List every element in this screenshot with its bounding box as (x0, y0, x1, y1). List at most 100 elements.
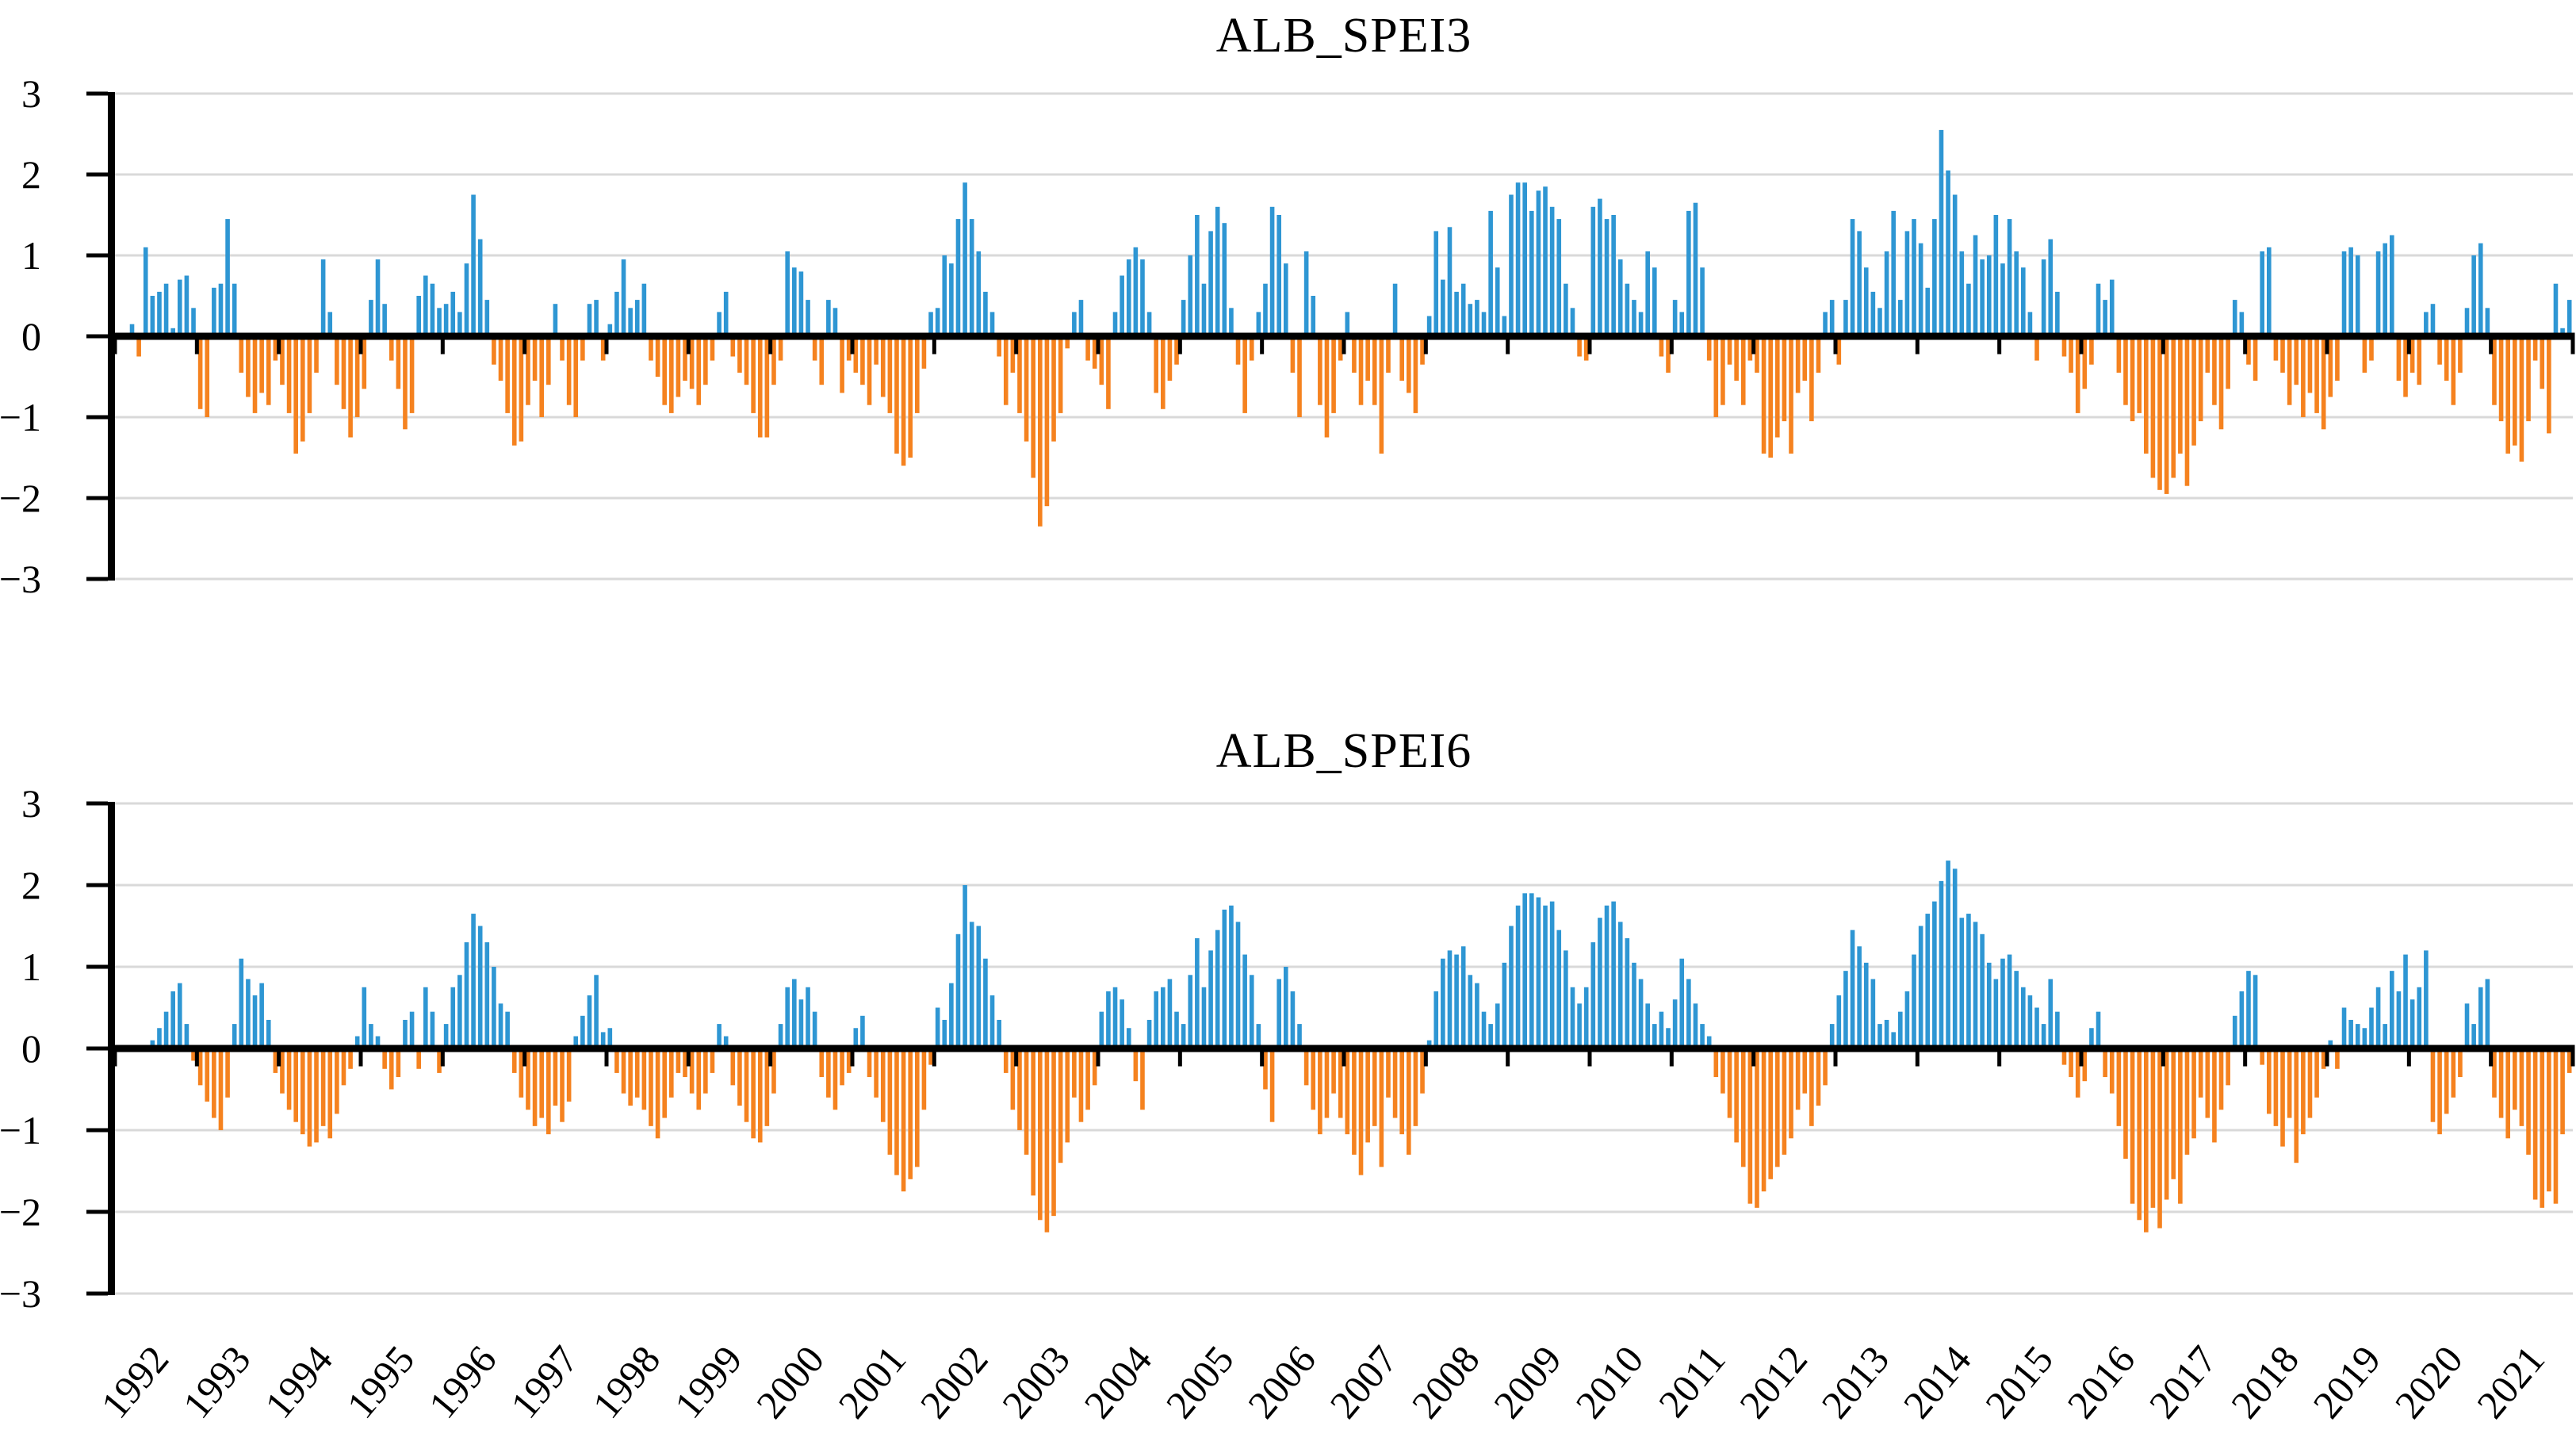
bar (484, 300, 490, 336)
bar (662, 1048, 667, 1118)
bar (1468, 304, 1473, 336)
bar (1017, 1048, 1022, 1130)
bar (348, 336, 353, 438)
bar (1556, 930, 1562, 1048)
bar (225, 1048, 230, 1098)
bar (1126, 1028, 1131, 1048)
bar (676, 336, 681, 397)
bar (1058, 1048, 1063, 1163)
bar (2109, 1048, 2115, 1094)
bar (2348, 1019, 2353, 1048)
bar (2409, 336, 2415, 373)
bar (778, 336, 783, 361)
y-tick-label: −1 (0, 395, 41, 439)
bar (2089, 336, 2094, 365)
bar (2144, 1048, 2149, 1232)
bar (2369, 336, 2374, 361)
bar (1632, 962, 1636, 1048)
y-tick (86, 496, 108, 500)
year-tick (1342, 1045, 1346, 1067)
x-tick-label-2018: 2018 (2222, 1337, 2307, 1427)
year-tick (194, 332, 199, 355)
bar (2273, 336, 2279, 361)
bar (1598, 198, 1602, 336)
bar (785, 987, 790, 1048)
bar (2205, 1048, 2210, 1118)
bar (1652, 1024, 1657, 1048)
bar (2191, 336, 2196, 446)
bar (1768, 1048, 1773, 1179)
bar (197, 1048, 203, 1086)
bar (1966, 914, 1971, 1048)
bar (2287, 1048, 2292, 1118)
bar (2437, 1048, 2442, 1135)
bar (2383, 243, 2387, 336)
year-tick (2406, 332, 2411, 355)
bar (1986, 962, 1992, 1048)
bar (2157, 336, 2162, 490)
bar (2198, 336, 2203, 422)
bar (2321, 336, 2326, 430)
bar (908, 336, 913, 458)
bar (2464, 308, 2470, 336)
bar (232, 283, 237, 336)
bar (1775, 336, 1780, 438)
bar (2178, 336, 2183, 454)
bar (963, 182, 967, 336)
bar (2294, 1048, 2299, 1163)
bar (2061, 336, 2067, 357)
bar (1939, 880, 1944, 1048)
x-tick-label-1995: 1995 (338, 1337, 423, 1427)
bar (2335, 1048, 2340, 1069)
bar (792, 979, 797, 1048)
bar (1925, 287, 1931, 336)
bar (1420, 336, 1425, 365)
bar (1632, 300, 1636, 336)
bar (1564, 283, 1568, 336)
bar (1392, 1048, 1398, 1118)
bar (710, 336, 715, 361)
bar (2184, 1048, 2190, 1155)
bar (921, 1048, 927, 1110)
y-tick (86, 883, 108, 887)
bar (1106, 336, 1111, 409)
bar (259, 983, 264, 1048)
bar (1447, 950, 1453, 1048)
bar (2424, 950, 2429, 1048)
bar (2526, 336, 2531, 422)
bar (983, 958, 988, 1048)
year-tick (2406, 1045, 2411, 1067)
bar (2171, 1048, 2176, 1179)
bar (286, 1048, 292, 1110)
bar (178, 983, 182, 1048)
bar (826, 300, 831, 336)
x-tick-label-2019: 2019 (2304, 1337, 2389, 1427)
year-tick (358, 1045, 363, 1067)
bar (1912, 954, 1916, 1048)
bar (2519, 1048, 2524, 1126)
x-tick-label-2017: 2017 (2141, 1337, 2226, 1427)
bar (2498, 1048, 2504, 1118)
bar (798, 271, 804, 336)
bar (1174, 336, 1179, 365)
bar (1426, 1040, 1432, 1048)
bar (2485, 979, 2490, 1048)
bar (1433, 991, 1439, 1048)
bar (867, 336, 872, 405)
bar (1502, 316, 1507, 336)
bar (1946, 170, 1950, 336)
bar (1133, 247, 1139, 336)
bar (806, 300, 810, 336)
year-tick (1669, 332, 1674, 355)
x-tick-label-1997: 1997 (502, 1337, 587, 1427)
bar (683, 336, 687, 381)
year-tick (1997, 332, 2002, 355)
bar (1044, 336, 1050, 507)
bar (1174, 1011, 1179, 1048)
bar (1003, 1048, 1009, 1073)
bar (1481, 1011, 1487, 1048)
bar (2267, 247, 2272, 336)
bar (764, 1048, 770, 1126)
bar (594, 300, 599, 336)
bar (757, 1048, 763, 1143)
